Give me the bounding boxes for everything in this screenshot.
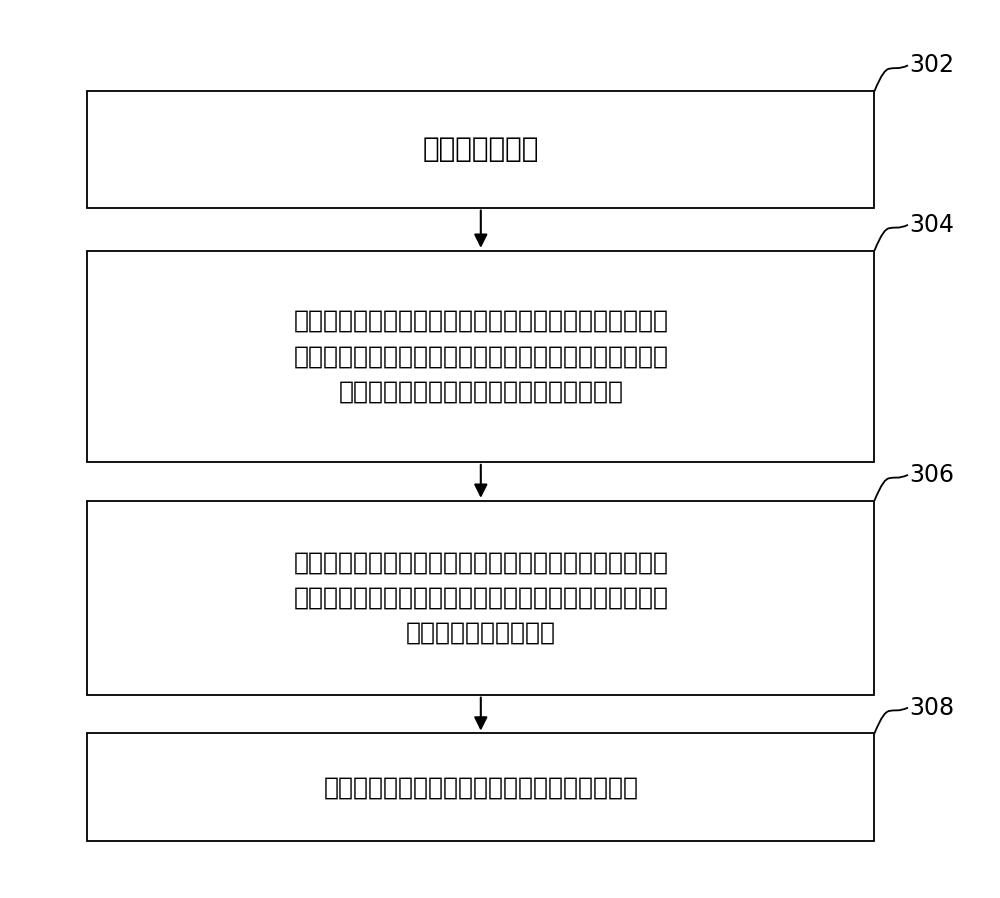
Text: 304: 304 — [910, 213, 954, 237]
Bar — [87, 251, 874, 462]
Text: 将待迁出元数据分区迁移到新增的元数据节点中: 将待迁出元数据分区迁移到新增的元数据节点中 — [323, 775, 638, 799]
Bar — [87, 92, 874, 207]
Text: 新增元数据节点: 新增元数据节点 — [423, 136, 539, 163]
Text: 302: 302 — [910, 53, 954, 77]
Text: 306: 306 — [910, 462, 954, 487]
Text: 根据新增元数据节点后元数据节点集群中的元数据节点总
数和元数据分区总数，依据负载均衡原则确定原有元数据
节点中需迁出的至少一个待迁出元数据分区: 根据新增元数据节点后元数据节点集群中的元数据节点总 数和元数据分区总数，依据负载… — [293, 309, 668, 404]
Bar — [87, 501, 874, 695]
Bar — [87, 734, 874, 841]
Text: 308: 308 — [909, 696, 955, 719]
Text: 在新增的元数据节点上部署相应的元数据服务，在新增的
元数据节点上部署的元数据服务与待迁出元数据分区对应
的元数据服务配置一致: 在新增的元数据节点上部署相应的元数据服务，在新增的 元数据节点上部署的元数据服务… — [293, 550, 668, 645]
